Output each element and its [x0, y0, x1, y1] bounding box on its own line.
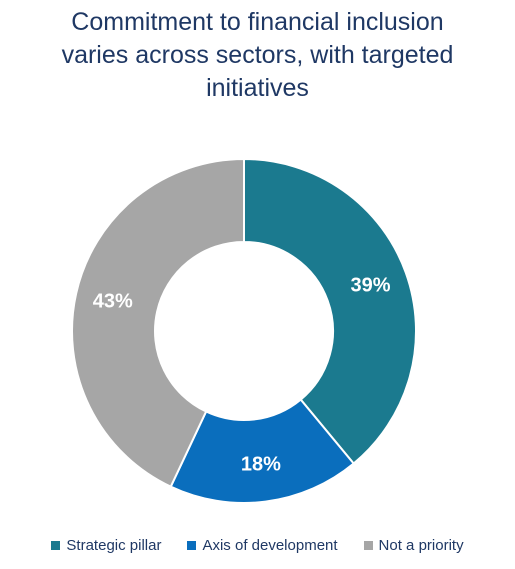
- legend-item-not-a-priority: Not a priority: [363, 537, 464, 554]
- donut-slice-strategic-pillar: [243, 157, 417, 465]
- data-label-not-a-priority: 43%: [93, 291, 133, 313]
- legend-swatch-axis-of-development: [187, 541, 197, 550]
- chart-title: Commitment to financial inclusion varies…: [0, 6, 515, 105]
- legend-swatch-not-a-priority: [363, 541, 373, 550]
- donut-chart: 39% 18% 43%: [71, 157, 417, 504]
- chart-legend: Strategic pillar Axis of development Not…: [0, 537, 515, 554]
- legend-item-axis-of-development: Axis of development: [187, 537, 338, 554]
- donut-slice-not-a-priority: [71, 157, 245, 488]
- legend-item-strategic-pillar: Strategic pillar: [51, 537, 161, 554]
- legend-label-not-a-priority: Not a priority: [378, 537, 464, 554]
- chart-title-line-1: Commitment to financial inclusion: [71, 8, 444, 36]
- donut-slice-axis-of-development: [169, 398, 356, 504]
- chart-title-line-2: varies across sectors, with targeted: [61, 41, 454, 69]
- legend-label-axis-of-development: Axis of development: [202, 537, 338, 554]
- data-label-strategic-pillar: 39%: [351, 274, 391, 296]
- legend-label-strategic-pillar: Strategic pillar: [66, 537, 162, 554]
- chart-title-line-3: initiatives: [206, 74, 309, 102]
- legend-swatch-strategic-pillar: [51, 541, 61, 550]
- data-label-axis-of-development: 18%: [241, 453, 281, 475]
